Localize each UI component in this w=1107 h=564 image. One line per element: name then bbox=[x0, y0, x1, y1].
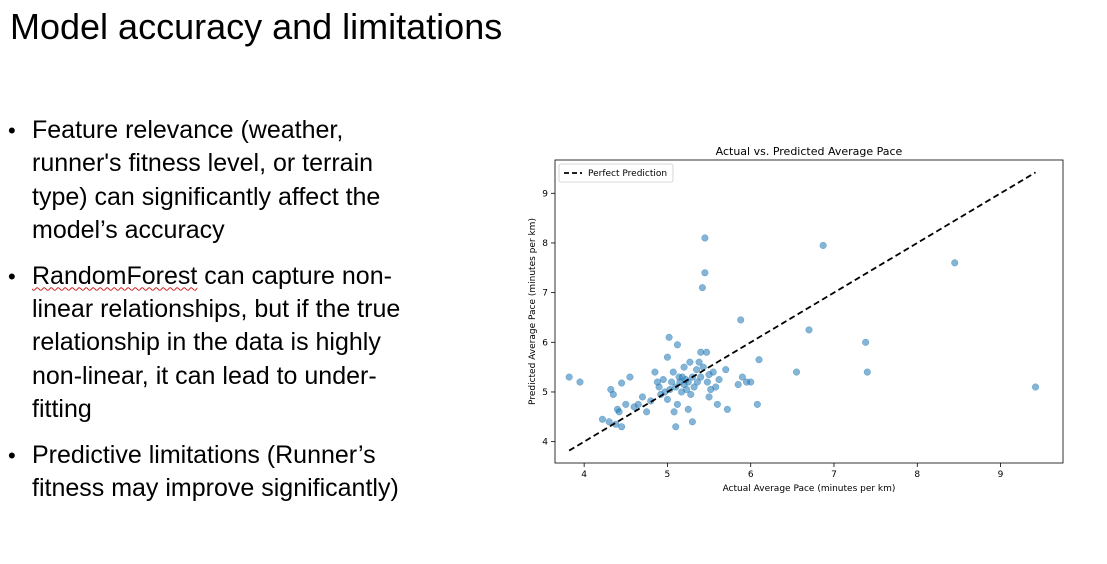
bullet-item: • RandomForest can capture non-linear rel… bbox=[8, 260, 428, 427]
legend-label: Perfect Prediction bbox=[588, 169, 667, 179]
data-point bbox=[576, 378, 584, 386]
bullet-text: can capture non-linear relationships, bu… bbox=[32, 261, 401, 424]
bullet-dot-icon: • bbox=[8, 442, 16, 468]
legend-box bbox=[558, 163, 674, 183]
data-point bbox=[713, 400, 721, 408]
bullet-dot-icon: • bbox=[8, 263, 16, 289]
x-tick-label: 4 bbox=[581, 470, 587, 480]
data-point bbox=[709, 368, 717, 376]
data-point bbox=[615, 408, 623, 416]
y-tick-label: 8 bbox=[542, 239, 548, 249]
data-point bbox=[712, 383, 720, 391]
data-point bbox=[705, 393, 713, 401]
data-point bbox=[723, 405, 731, 413]
perfect-prediction-line bbox=[568, 171, 1036, 452]
data-point bbox=[655, 383, 663, 391]
x-tick-label: 9 bbox=[998, 470, 1004, 480]
data-point bbox=[663, 395, 671, 403]
data-point bbox=[618, 423, 626, 431]
data-point bbox=[695, 358, 703, 366]
data-point bbox=[665, 333, 673, 341]
data-point bbox=[672, 423, 680, 431]
data-point bbox=[703, 348, 711, 356]
y-tick-label: 5 bbox=[542, 388, 548, 398]
data-point bbox=[701, 234, 709, 242]
data-point bbox=[668, 378, 676, 386]
plot-frame bbox=[554, 159, 1064, 464]
data-point bbox=[715, 376, 723, 384]
data-point bbox=[634, 400, 642, 408]
bullet-text: Feature relevance (weather, runner's fit… bbox=[32, 116, 381, 245]
data-point bbox=[687, 390, 695, 399]
data-point bbox=[805, 326, 813, 334]
bullet-text: Predictive limitations (Runner’s fitness… bbox=[32, 440, 399, 503]
bullet-item: • Feature relevance (weather, runner's fi… bbox=[8, 114, 428, 248]
data-point bbox=[699, 363, 707, 371]
bullet-list: • Feature relevance (weather, runner's fi… bbox=[8, 114, 428, 517]
x-tick-label: 8 bbox=[914, 470, 920, 480]
data-point bbox=[951, 259, 959, 267]
bullet-item: • Predictive limitations (Runner’s fitnes… bbox=[8, 439, 428, 506]
data-point bbox=[693, 378, 701, 386]
data-point bbox=[618, 379, 626, 387]
x-axis-label: Actual Average Pace (minutes per km) bbox=[723, 484, 896, 494]
data-point bbox=[753, 400, 761, 408]
data-point bbox=[683, 385, 691, 394]
y-tick-label: 9 bbox=[542, 189, 548, 199]
data-point bbox=[738, 373, 746, 381]
scatter-chart: Actual vs. Predicted Average Pace 4 5 6 7 8 9 4… bbox=[528, 145, 1064, 494]
data-point bbox=[651, 368, 659, 376]
data-point bbox=[688, 418, 696, 426]
x-tick-label: 5 bbox=[665, 470, 671, 480]
y-axis-label: Predicted Average Pace (minutes per km) bbox=[528, 218, 538, 405]
data-point bbox=[722, 366, 730, 374]
data-point bbox=[605, 418, 613, 426]
data-point bbox=[659, 376, 667, 384]
data-point bbox=[680, 363, 688, 371]
data-point bbox=[622, 400, 630, 408]
y-tick-label: 6 bbox=[542, 338, 548, 348]
data-point bbox=[703, 378, 711, 386]
data-point bbox=[673, 400, 681, 408]
x-tick-label: 6 bbox=[748, 470, 754, 480]
data-point bbox=[670, 408, 678, 416]
data-point bbox=[643, 408, 651, 416]
bullet-dot-icon: • bbox=[8, 118, 16, 143]
data-point bbox=[747, 378, 755, 386]
data-point bbox=[638, 393, 646, 401]
data-point bbox=[737, 316, 745, 324]
data-point bbox=[598, 415, 607, 423]
data-point bbox=[673, 341, 681, 349]
data-point bbox=[693, 366, 701, 374]
data-point bbox=[626, 373, 634, 381]
data-point bbox=[698, 284, 706, 292]
data-point bbox=[684, 405, 692, 413]
data-point bbox=[565, 373, 573, 381]
data-point bbox=[690, 383, 698, 391]
data-point bbox=[755, 356, 763, 364]
data-point bbox=[792, 368, 801, 376]
data-point bbox=[609, 390, 617, 399]
data-point bbox=[663, 353, 671, 361]
data-point bbox=[862, 338, 870, 346]
x-tick-label: 7 bbox=[831, 470, 837, 480]
data-point bbox=[669, 368, 677, 376]
data-point bbox=[1031, 383, 1040, 391]
data-point bbox=[686, 358, 694, 366]
slide-title: Model accuracy and limitations bbox=[10, 6, 503, 47]
y-tick-label: 4 bbox=[542, 438, 548, 448]
data-point bbox=[819, 241, 827, 249]
data-point bbox=[701, 269, 709, 277]
data-point bbox=[734, 380, 742, 389]
data-point bbox=[697, 373, 705, 381]
chart-title: Actual vs. Predicted Average Pace bbox=[716, 145, 903, 158]
spellcheck-flagged-word: RandomForest bbox=[32, 261, 198, 290]
y-tick-label: 7 bbox=[542, 289, 548, 299]
data-point bbox=[863, 368, 871, 376]
